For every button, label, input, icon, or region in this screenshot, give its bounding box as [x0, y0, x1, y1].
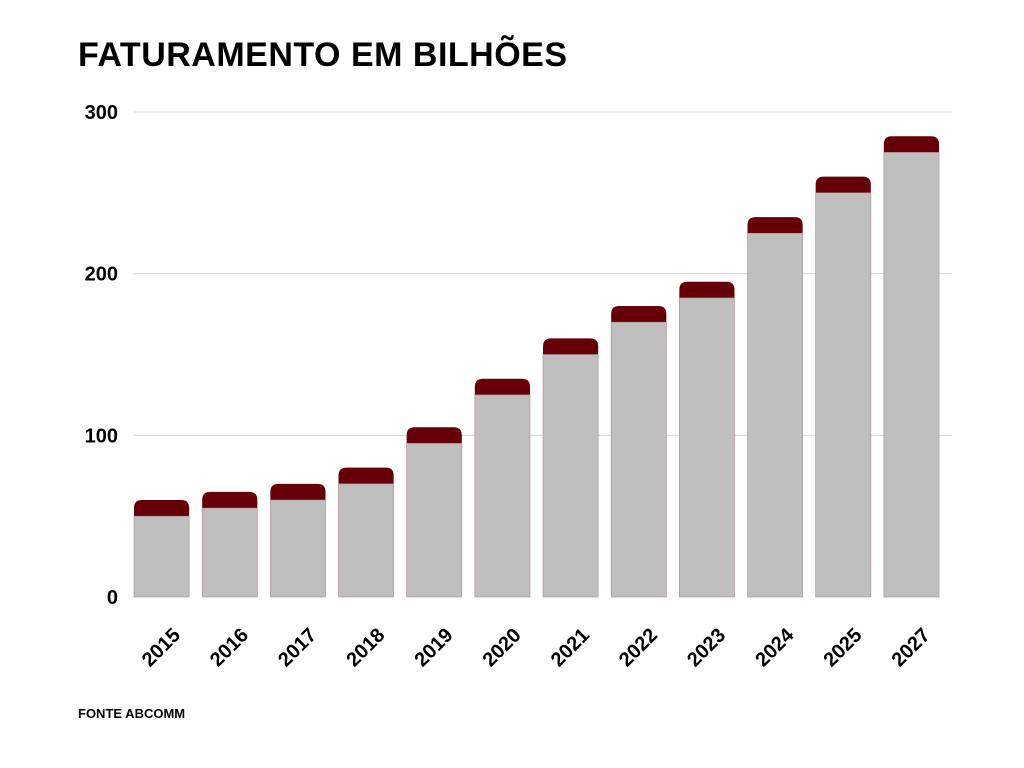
x-tick-label: 2022 [615, 624, 662, 671]
x-tick-label: 2015 [138, 624, 185, 671]
bar-base-segment [133, 515, 190, 598]
x-tick-label: 2016 [206, 624, 253, 671]
bar-base-segment [474, 394, 531, 598]
y-tick-label: 300 [85, 102, 118, 124]
y-tick-label: 200 [85, 264, 118, 286]
bar-top-segment [883, 136, 939, 153]
x-tick-label: 2025 [819, 624, 866, 671]
x-tick-label: 2017 [274, 624, 321, 671]
bar-top-segment [679, 281, 735, 298]
bar-top-segment [270, 483, 326, 500]
bar-base-segment [338, 483, 394, 598]
bar-top-segment [543, 338, 599, 355]
x-axis-labels: 2015 2016 2017 2018 2019 2020 2021 2022 2023 2024… [138, 624, 935, 672]
bar-base-segment [679, 297, 735, 598]
chart-title: FATURAMENTO EM BILHÕES [78, 36, 568, 74]
x-tick-label: 2024 [751, 624, 799, 672]
bar-base-segment [747, 232, 803, 598]
bar-base-segment [201, 507, 258, 598]
bar-top-segment [338, 467, 394, 484]
bar-top-segment [747, 217, 803, 234]
x-tick-label: 2018 [342, 624, 389, 671]
y-tick-label: 100 [85, 425, 118, 447]
y-axis-ticks: 0 100 200 300 [85, 102, 118, 609]
bar-base-segment [610, 321, 667, 598]
bar-base-segment [815, 192, 872, 598]
x-tick-label: 2019 [410, 624, 457, 671]
bar-base-segment [270, 499, 326, 598]
bar-top-segment [134, 500, 190, 517]
bar-base-segment [883, 152, 940, 598]
x-tick-label: 2023 [683, 624, 730, 671]
bar-top-segment [202, 491, 258, 509]
bar-top-segment [815, 176, 871, 193]
bar-base-segment [406, 443, 463, 598]
bar-top-segment [406, 427, 462, 444]
bar-top-segment [611, 306, 667, 323]
bars [133, 136, 940, 598]
x-tick-label: 2021 [547, 624, 594, 671]
x-tick-label: 2027 [888, 624, 935, 671]
y-tick-label: 0 [107, 587, 118, 609]
bar-base-segment [542, 354, 599, 598]
bar-top-segment [474, 378, 530, 395]
x-tick-label: 2020 [479, 624, 526, 671]
chart-source: FONTE ABCOMM [78, 706, 186, 721]
